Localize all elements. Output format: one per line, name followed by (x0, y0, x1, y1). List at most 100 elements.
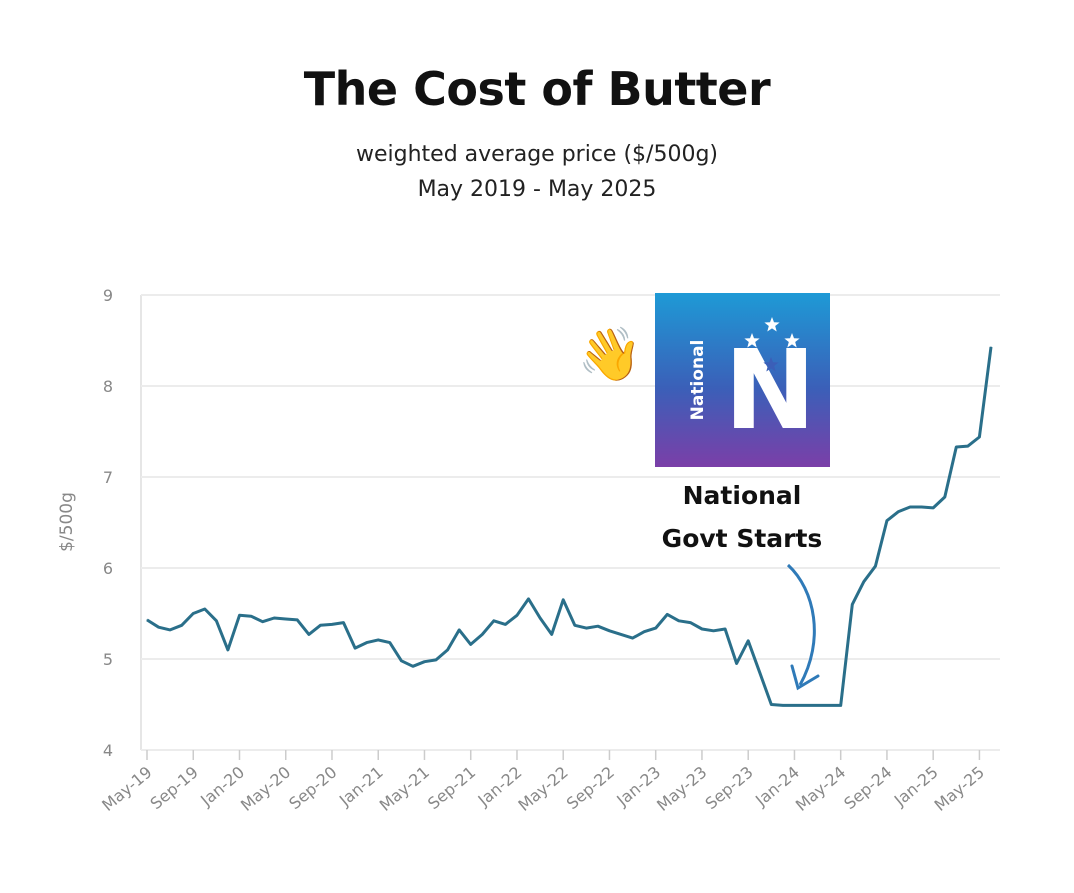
data-point (423, 661, 425, 663)
data-point (493, 620, 495, 622)
data-point (227, 649, 229, 651)
data-point (944, 496, 946, 498)
data-point (562, 599, 564, 601)
logo-text: National (688, 340, 708, 421)
data-point (181, 624, 183, 626)
y-tick-label: 7 (103, 468, 113, 487)
data-point (158, 626, 160, 628)
annotation-line2: Govt Starts (662, 524, 823, 553)
chart-title: The Cost of Butter (303, 62, 771, 116)
data-point (921, 506, 923, 508)
data-point (793, 704, 795, 706)
data-point (713, 630, 715, 632)
data-point (909, 506, 911, 508)
data-point (874, 565, 876, 567)
x-tick-label: Sep-23 (701, 763, 756, 814)
star-icon (763, 357, 779, 372)
annotation-line1: National (683, 481, 802, 510)
data-point (516, 614, 518, 616)
data-point (273, 617, 275, 619)
data-point (262, 621, 264, 623)
data-point (828, 704, 830, 706)
data-point (666, 613, 668, 615)
data-point (539, 617, 541, 619)
data-point (412, 665, 414, 667)
data-point (805, 704, 807, 706)
data-point (620, 633, 622, 635)
chart-subtitle: weighted average price ($/500g) (355, 142, 718, 167)
x-tick-label: Sep-21 (424, 763, 479, 814)
data-point (400, 660, 402, 662)
data-point (169, 629, 171, 631)
x-tick-label: May-21 (376, 763, 433, 815)
data-point (782, 704, 784, 706)
star-icon (744, 333, 760, 348)
data-point (689, 622, 691, 624)
series-line (146, 346, 993, 707)
x-tick-label: May-22 (514, 763, 571, 815)
data-point (331, 623, 333, 625)
y-axis-label: $/500g (57, 492, 77, 552)
data-point (632, 637, 634, 639)
data-point (898, 511, 900, 513)
data-point (608, 630, 610, 632)
star-icon (784, 333, 800, 348)
y-tick-label: 4 (103, 741, 113, 760)
logo-letter: N (724, 326, 816, 454)
chart-date-range: May 2019 - May 2025 (417, 177, 657, 202)
data-point (701, 628, 703, 630)
data-point (990, 346, 992, 348)
x-tick-label: Sep-24 (840, 763, 895, 814)
data-point (308, 633, 310, 635)
x-tick-label: May-23 (653, 763, 710, 815)
data-point (597, 625, 599, 627)
data-point (146, 619, 148, 621)
data-point (296, 619, 298, 621)
data-point (574, 624, 576, 626)
data-point (840, 704, 842, 706)
x-tick-label: May-20 (237, 763, 294, 815)
data-point (285, 618, 287, 620)
x-tick-label: May-25 (931, 763, 988, 815)
data-point (932, 507, 934, 509)
data-point (377, 639, 379, 641)
x-tick-label: Sep-22 (563, 763, 618, 814)
data-point (955, 446, 957, 448)
data-point (366, 642, 368, 644)
arrow-head-icon (790, 664, 820, 691)
data-point (204, 608, 206, 610)
x-tick-label: Sep-19 (146, 763, 201, 814)
data-point (736, 663, 738, 665)
star-icon (764, 317, 780, 332)
data-point (759, 672, 761, 674)
data-point (447, 649, 449, 651)
data-point (851, 603, 853, 605)
data-point (978, 436, 980, 438)
data-point (354, 647, 356, 649)
data-point (481, 633, 483, 635)
data-point (678, 620, 680, 622)
data-point (250, 615, 252, 617)
data-point (770, 704, 772, 705)
national-party-logo: N National (655, 293, 830, 467)
data-point (238, 614, 240, 616)
waving-hand-icon: 👋 (578, 325, 643, 385)
data-point (585, 627, 587, 629)
data-point (319, 624, 321, 626)
data-point (504, 623, 506, 625)
data-point (192, 613, 194, 614)
data-point (343, 622, 345, 624)
x-tick-label: Sep-20 (285, 763, 340, 814)
data-point (435, 659, 437, 661)
data-point (458, 629, 460, 631)
y-tick-label: 6 (103, 559, 113, 578)
data-point (817, 704, 819, 706)
data-point (863, 581, 865, 583)
x-tick-label: May-19 (98, 763, 155, 815)
data-point (747, 640, 749, 642)
data-point (528, 598, 530, 600)
data-point (655, 627, 657, 629)
data-point (470, 643, 472, 645)
y-tick-label: 5 (103, 650, 113, 669)
